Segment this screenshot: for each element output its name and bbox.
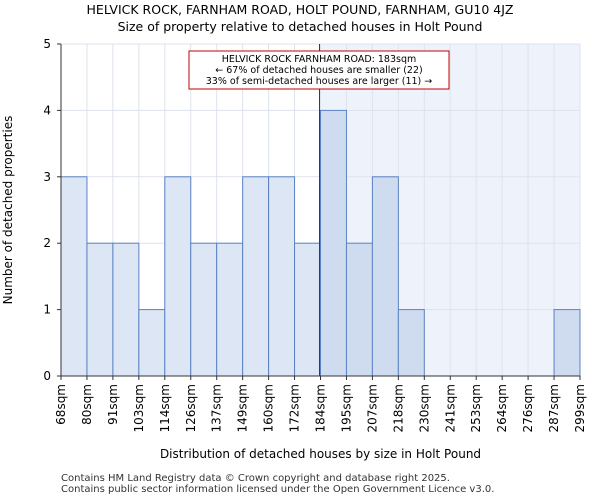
bar-207sqm: [371, 176, 399, 377]
x-tick-label: 207sqm: [365, 384, 379, 432]
chart-title: HELVICK ROCK, FARNHAM ROAD, HOLT POUND, …: [86, 2, 514, 17]
x-tick-label: 172sqm: [288, 384, 302, 432]
annotation-line-1: HELVICK ROCK FARNHAM ROAD: 183sqm: [222, 54, 417, 65]
y-tick-label: 0: [43, 369, 51, 383]
y-tick-label: 4: [43, 103, 51, 117]
bar-172sqm: [294, 242, 321, 377]
bar-80sqm: [86, 242, 114, 377]
x-tick-label: 264sqm: [495, 384, 509, 432]
x-tick-label: 160sqm: [262, 384, 276, 432]
x-tick-label: 230sqm: [417, 384, 431, 432]
y-tick-label: 1: [43, 303, 51, 317]
x-tick-label: 91sqm: [106, 384, 120, 425]
y-tick-label: 2: [43, 236, 51, 250]
annotation-box: [188, 50, 450, 90]
x-tick-label: 68sqm: [54, 384, 68, 425]
bar-287sqm: [553, 309, 581, 377]
x-tick-label: 287sqm: [547, 384, 561, 432]
x-tick-label: 299sqm: [573, 384, 587, 432]
bar-149sqm: [242, 176, 270, 377]
x-tick-label: 253sqm: [469, 384, 483, 432]
bar-184sqm: [320, 109, 347, 377]
bar-114sqm: [164, 176, 192, 377]
x-tick-label: 195sqm: [339, 384, 353, 432]
bar-218sqm: [397, 309, 425, 377]
y-tick-label: 3: [43, 170, 51, 184]
x-tick-label: 114sqm: [158, 384, 172, 432]
bar-103sqm: [138, 309, 166, 377]
x-axis-label: Distribution of detached houses by size …: [160, 447, 481, 461]
bar-137sqm: [216, 242, 244, 377]
axis-layer: [57, 43, 581, 380]
annotation-layer: HELVICK ROCK FARNHAM ROAD: 183sqm← 67% o…: [188, 50, 450, 90]
y-axis-label: Number of detached properties: [1, 116, 15, 305]
footer-licence: Contains public sector information licen…: [61, 484, 495, 495]
x-tick-label: 241sqm: [443, 384, 457, 432]
x-tick-label: 137sqm: [210, 384, 224, 432]
annotation-line-2: ← 67% of detached houses are smaller (22…: [215, 65, 422, 76]
bar-68sqm: [60, 176, 88, 377]
x-tick-label: 103sqm: [132, 384, 146, 432]
y-tick-label: 5: [43, 37, 51, 51]
bar-91sqm: [112, 242, 140, 377]
footer-copyright: Contains HM Land Registry data © Crown c…: [61, 473, 450, 484]
tick-label-layer: 0 1 2 3 4 5 68sqm 80sqm 91sqm 103sqm 114sqm 126sqm 1…: [43, 37, 587, 432]
bar-126sqm: [190, 242, 218, 377]
x-tick-label: 149sqm: [236, 384, 250, 432]
x-tick-label: 126sqm: [184, 384, 198, 432]
chart-subtitle: Size of property relative to detached ho…: [117, 19, 483, 34]
annotation-line-3: 33% of semi-detached houses are larger (…: [206, 76, 433, 87]
bar-195sqm: [345, 242, 373, 377]
x-tick-label: 80sqm: [80, 384, 94, 425]
bar-layer: [60, 109, 581, 377]
x-tick-label: 218sqm: [391, 384, 405, 432]
bar-160sqm: [268, 176, 296, 377]
x-tick-label: 184sqm: [314, 384, 328, 432]
x-tick-label: 276sqm: [521, 384, 535, 432]
